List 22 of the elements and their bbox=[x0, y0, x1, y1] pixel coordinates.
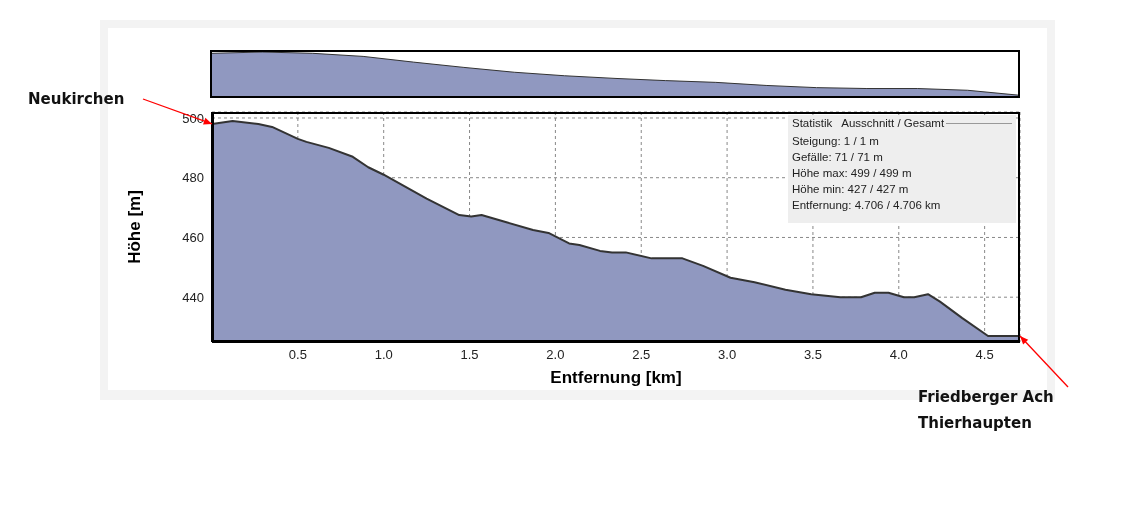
y-axis-title: Höhe [m] bbox=[124, 189, 145, 266]
y-tick-label: 480 bbox=[182, 170, 204, 186]
annotation: Gefälle: 71 / 71 m bbox=[792, 151, 883, 163]
annotation: Statistik Ausschnitt / Gesamt bbox=[792, 117, 945, 129]
x-tick-label: 3.0 bbox=[718, 347, 737, 363]
x-tick-label: 1.5 bbox=[460, 347, 479, 363]
x-tick-label: 2.5 bbox=[632, 347, 651, 363]
x-tick-label: 3.5 bbox=[803, 347, 822, 363]
x-tick-label: 0.5 bbox=[288, 347, 307, 363]
annotation: Steigung: 1 / 1 m bbox=[792, 135, 879, 147]
annotation: Friedberger Ach Thierhaupten bbox=[918, 388, 1054, 432]
y-tick-label: 460 bbox=[182, 230, 204, 246]
x-tick-label: 4.0 bbox=[889, 347, 908, 363]
x-axis-title: Entfernung [km] bbox=[549, 368, 683, 388]
annotation: Neukirchen bbox=[28, 90, 125, 108]
annotation: Höhe min: 427 / 427 m bbox=[792, 183, 909, 195]
x-tick-label: 2.0 bbox=[546, 347, 565, 363]
annotation: Höhe max: 499 / 499 m bbox=[792, 167, 912, 179]
annotation: Entfernung: 4.706 / 4.706 km bbox=[792, 199, 941, 211]
y-tick-label: 440 bbox=[182, 289, 204, 305]
x-tick-label: 4.5 bbox=[975, 347, 994, 363]
x-tick-label: 1.0 bbox=[374, 347, 393, 363]
